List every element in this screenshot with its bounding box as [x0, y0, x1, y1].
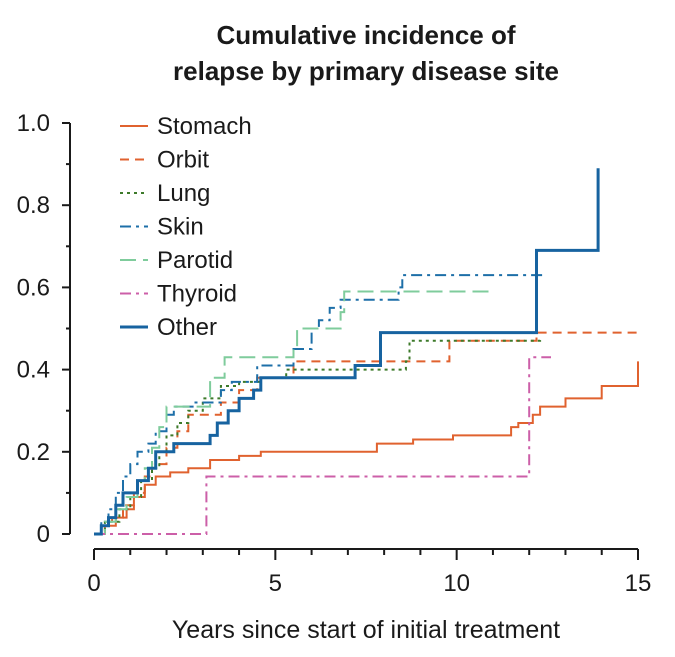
legend-label-thyroid: Thyroid: [157, 281, 237, 308]
x-tick-label: 15: [625, 570, 652, 597]
series-line-stomach: [94, 361, 639, 535]
legend-label-skin: Skin: [157, 214, 204, 241]
legend-label-stomach: Stomach: [157, 113, 252, 140]
chart-title-line-1: Cumulative incidence of: [216, 20, 515, 50]
series-line-orbit: [94, 331, 638, 535]
series-line-other: [94, 168, 600, 536]
chart-title: Cumulative incidence of relapse by prima…: [173, 20, 559, 86]
y-tick-label: 0: [37, 521, 50, 548]
legend: Stomach Orbit Lung Skin Parotid Thyroid Other: [120, 113, 252, 341]
y-tick-label: 0.8: [17, 192, 50, 219]
x-axis-title: Years since start of initial treatment: [172, 616, 560, 644]
x-tick-label: 5: [269, 570, 282, 597]
series-line-thyroid: [94, 356, 551, 535]
series-line-parotid: [94, 290, 493, 535]
axes: 0 0.2 0.4 0.6 0.8 1.0 0 5 10 15: [17, 110, 652, 597]
legend-label-orbit: Orbit: [157, 147, 209, 174]
y-tick-label: 0.4: [17, 357, 50, 384]
y-tick-label: 0.6: [17, 274, 50, 301]
series-lines: [94, 168, 639, 536]
series-line-lung: [94, 336, 542, 535]
legend-label-lung: Lung: [157, 180, 210, 207]
chart-title-line-2: relapse by primary disease site: [173, 56, 559, 86]
legend-label-other: Other: [157, 314, 217, 341]
y-tick-label: 0.2: [17, 439, 50, 466]
x-tick-label: 10: [443, 570, 470, 597]
legend-label-parotid: Parotid: [157, 247, 233, 274]
y-tick-label: 1.0: [17, 110, 50, 137]
series-line-skin: [94, 274, 544, 535]
x-tick-label: 0: [87, 570, 100, 597]
